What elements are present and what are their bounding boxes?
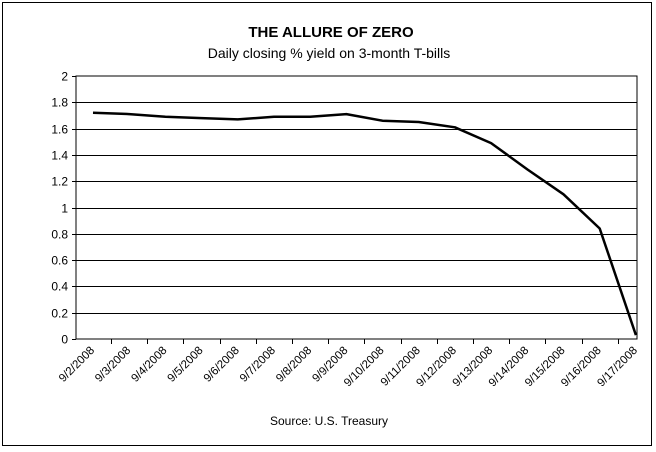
- y-tick-label: 0.6: [51, 254, 68, 268]
- y-tick-label: 1.8: [51, 96, 68, 110]
- x-tick-label: 9/8/2008: [274, 345, 314, 385]
- chart-subtitle: Daily closing % yield on 3-month T-bills: [208, 45, 451, 61]
- y-tick-label: 0: [61, 333, 68, 347]
- x-tick-label: 9/6/2008: [202, 345, 242, 385]
- y-tick-label: 1.6: [51, 123, 68, 137]
- x-tick-label: 9/3/2008: [93, 345, 133, 385]
- y-tick-label: 1: [61, 202, 68, 216]
- line-chart: THE ALLURE OF ZERO Daily closing % yield…: [3, 3, 653, 447]
- y-tick-label: 2: [61, 70, 68, 84]
- chart-frame: THE ALLURE OF ZERO Daily closing % yield…: [2, 2, 652, 446]
- y-tick-label: 1.2: [51, 175, 68, 189]
- y-tick-label: 0.8: [51, 228, 68, 242]
- y-tick-label: 1.4: [51, 149, 68, 163]
- x-tick-label: 9/7/2008: [238, 345, 278, 385]
- chart-title: THE ALLURE OF ZERO: [248, 24, 414, 41]
- y-tick-label: 0.4: [51, 280, 68, 294]
- x-tick-label: 9/2/2008: [57, 345, 97, 385]
- x-tick-label: 9/4/2008: [129, 345, 169, 385]
- x-tick-label: 9/5/2008: [166, 345, 206, 385]
- source-note: Source: U.S. Treasury: [270, 414, 388, 428]
- yield-series-line: [93, 113, 636, 335]
- y-tick-label: 0.2: [51, 307, 68, 321]
